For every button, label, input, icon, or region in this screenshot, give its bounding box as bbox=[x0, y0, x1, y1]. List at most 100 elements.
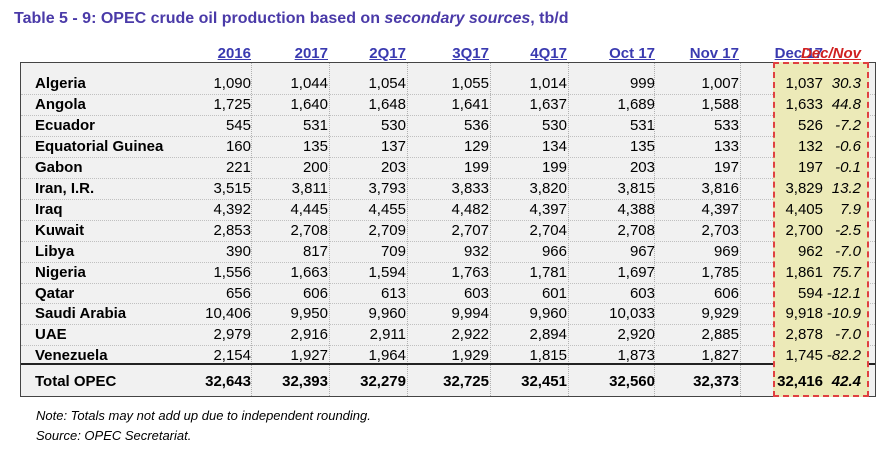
value-cell: 531 bbox=[629, 116, 655, 134]
value-cell: 9,994 bbox=[451, 305, 489, 323]
value-cell: 545 bbox=[225, 116, 251, 134]
value-cell: 1,594 bbox=[368, 263, 406, 281]
table-row: Gabon 221 200 203 199 199 203 197 197 -0.1 bbox=[20, 157, 874, 178]
value-cell: 10,406 bbox=[205, 305, 251, 323]
dec-nov-highlight bbox=[773, 62, 869, 397]
value-cell: 1,663 bbox=[290, 263, 328, 281]
column-header: Nov 17 bbox=[689, 45, 739, 62]
row-divider bbox=[21, 324, 875, 326]
column-header: Dec 17 bbox=[774, 45, 823, 62]
change-cell: 42.4 bbox=[831, 373, 861, 390]
value-cell: 1,641 bbox=[451, 95, 489, 113]
value-cell: 3,811 bbox=[291, 179, 328, 197]
table-row: Qatar 656 606 613 603 601 603 606 594 -12.1 bbox=[20, 283, 874, 304]
value-cell: 1,964 bbox=[368, 347, 406, 365]
table-row: Saudi Arabia 10,406 9,950 9,960 9,994 9,960 10… bbox=[20, 303, 874, 324]
value-cell: 133 bbox=[713, 137, 739, 155]
value-cell: 2,703 bbox=[701, 221, 739, 239]
column-divider bbox=[490, 63, 491, 396]
table-row: Venezuela 2,154 1,927 1,964 1,929 1,815 1,873 1… bbox=[20, 345, 874, 366]
row-divider bbox=[21, 156, 875, 158]
country-name: Libya bbox=[35, 242, 75, 260]
value-cell: 1,054 bbox=[368, 75, 406, 92]
value-cell: 2,704 bbox=[529, 221, 567, 239]
value-cell: 32,393 bbox=[282, 373, 328, 390]
row-divider bbox=[21, 135, 875, 137]
value-cell: 1,648 bbox=[368, 95, 406, 113]
value-cell: 1,640 bbox=[290, 95, 328, 113]
source-note: Source: OPEC Secretariat. bbox=[36, 428, 192, 443]
country-name: UAE bbox=[35, 326, 67, 344]
value-cell: 200 bbox=[302, 158, 328, 176]
rounding-note: Note: Totals may not add up due to indep… bbox=[36, 408, 371, 423]
value-cell: 530 bbox=[541, 116, 567, 134]
value-cell: 32,560 bbox=[609, 373, 655, 390]
change-cell: -12.1 bbox=[826, 284, 861, 302]
country-name: Angola bbox=[35, 95, 86, 113]
value-cell: 2,894 bbox=[529, 326, 567, 344]
column-divider bbox=[568, 63, 569, 396]
column-header: 3Q17 bbox=[452, 45, 489, 62]
column-header: Dec/Nov bbox=[800, 45, 861, 62]
country-name: Kuwait bbox=[35, 221, 85, 239]
table-row: Libya 390 817 709 932 966 967 969 962 -7.0 bbox=[20, 241, 874, 262]
value-cell: 603 bbox=[463, 284, 489, 302]
value-cell: 221 bbox=[225, 158, 251, 176]
country-name: Iran, I.R. bbox=[35, 179, 95, 197]
value-cell: 594 bbox=[797, 284, 823, 302]
value-cell: 2,708 bbox=[617, 221, 655, 239]
value-cell: 1,725 bbox=[213, 95, 251, 113]
country-name: Ecuador bbox=[35, 116, 96, 134]
country-name: Gabon bbox=[35, 158, 83, 176]
country-name: Venezuela bbox=[35, 347, 108, 365]
value-cell: 1,588 bbox=[701, 95, 739, 113]
change-cell: -0.1 bbox=[835, 158, 861, 176]
change-cell: 30.3 bbox=[831, 75, 861, 92]
value-cell: 4,455 bbox=[368, 200, 406, 218]
value-cell: 3,829 bbox=[785, 179, 823, 197]
value-cell: 1,861 bbox=[785, 263, 823, 281]
value-cell: 32,373 bbox=[693, 373, 739, 390]
value-cell: 613 bbox=[380, 284, 406, 302]
column-header: 2016 bbox=[217, 45, 251, 62]
value-cell: 32,279 bbox=[360, 373, 406, 390]
value-cell: 32,451 bbox=[521, 373, 567, 390]
value-cell: 2,154 bbox=[213, 347, 251, 365]
value-cell: 526 bbox=[797, 116, 823, 134]
row-divider bbox=[21, 93, 875, 95]
value-cell: 1,827 bbox=[701, 347, 739, 365]
value-cell: 32,643 bbox=[205, 373, 251, 390]
value-cell: 2,853 bbox=[213, 221, 251, 239]
value-cell: 1,781 bbox=[529, 263, 567, 281]
value-cell: 160 bbox=[225, 137, 251, 155]
table-row: Equatorial Guinea 160 135 137 129 134 135 133 13… bbox=[20, 136, 874, 157]
column-divider bbox=[407, 63, 408, 396]
value-cell: 3,515 bbox=[213, 179, 251, 197]
value-cell: 1,014 bbox=[529, 75, 567, 92]
value-cell: 1,637 bbox=[529, 95, 567, 113]
table-notes: Note: Totals may not add up due to indep… bbox=[36, 406, 371, 446]
value-cell: 3,820 bbox=[529, 179, 567, 197]
table-row: UAE 2,979 2,916 2,911 2,922 2,894 2,920 2,885 2,… bbox=[20, 324, 874, 345]
value-cell: 2,878 bbox=[785, 326, 823, 344]
column-header: 4Q17 bbox=[530, 45, 567, 62]
change-cell: -0.6 bbox=[835, 137, 861, 155]
value-cell: 656 bbox=[225, 284, 251, 302]
value-cell: 132 bbox=[797, 137, 823, 155]
value-cell: 1,044 bbox=[290, 75, 328, 92]
total-separator bbox=[21, 363, 875, 365]
row-divider bbox=[21, 261, 875, 263]
value-cell: 1,556 bbox=[213, 263, 251, 281]
row-divider bbox=[21, 240, 875, 242]
table-row: Angola 1,725 1,640 1,648 1,641 1,637 1,689 1,58… bbox=[20, 94, 874, 115]
table-row: Iraq 4,392 4,445 4,455 4,482 4,397 4,388 4,397 4… bbox=[20, 199, 874, 220]
value-cell: 4,392 bbox=[213, 200, 251, 218]
change-cell: -7.0 bbox=[835, 326, 861, 344]
country-name: Qatar bbox=[35, 284, 75, 302]
column-header: Oct 17 bbox=[609, 45, 655, 62]
row-divider bbox=[21, 177, 875, 179]
value-cell: 2,708 bbox=[290, 221, 328, 239]
value-cell: 4,405 bbox=[785, 200, 823, 218]
column-header: 2Q17 bbox=[369, 45, 406, 62]
value-cell: 603 bbox=[629, 284, 655, 302]
